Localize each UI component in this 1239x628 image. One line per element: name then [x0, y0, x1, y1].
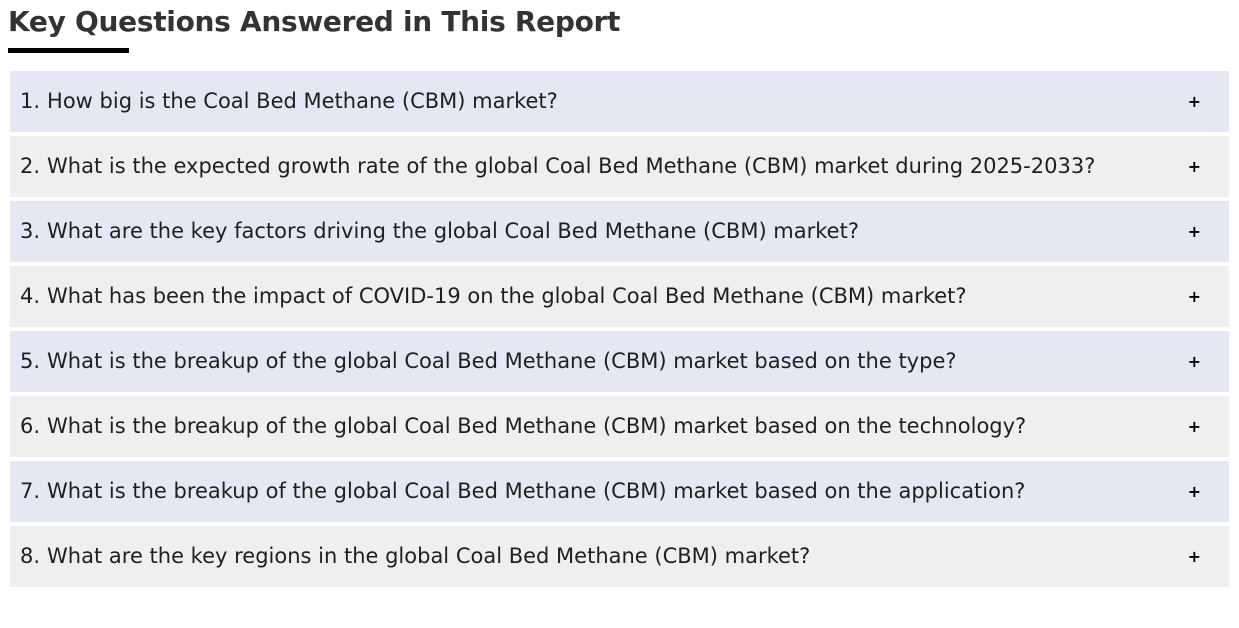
- question-row[interactable]: 3. What are the key factors driving the g…: [10, 201, 1229, 262]
- question-number: 6.: [20, 414, 41, 438]
- question-text: What is the breakup of the global Coal B…: [47, 414, 1027, 438]
- questions-list: 1. How big is the Coal Bed Methane (CBM) …: [10, 71, 1229, 587]
- question-row[interactable]: 8. What are the key regions in the global…: [10, 526, 1229, 587]
- question-row[interactable]: 7. What is the breakup of the global Coal…: [10, 461, 1229, 522]
- question-number: 5.: [20, 349, 41, 373]
- question-row[interactable]: 6. What is the breakup of the global Coal…: [10, 396, 1229, 457]
- question-row[interactable]: 4. What has been the impact of COVID-19 o…: [10, 266, 1229, 327]
- expand-plus-icon[interactable]: +: [1187, 91, 1201, 111]
- expand-plus-icon[interactable]: +: [1187, 286, 1201, 306]
- question-text: How big is the Coal Bed Methane (CBM) ma…: [47, 89, 558, 113]
- question-number: 8.: [20, 544, 41, 568]
- question-row[interactable]: 5. What is the breakup of the global Coal…: [10, 331, 1229, 392]
- question-row[interactable]: 1. How big is the Coal Bed Methane (CBM) …: [10, 71, 1229, 132]
- key-questions-section: Key Questions Answered in This Report 1.…: [8, 5, 1229, 587]
- question-text: What are the key regions in the global C…: [47, 544, 811, 568]
- expand-plus-icon[interactable]: +: [1187, 221, 1201, 241]
- question-text: What is the breakup of the global Coal B…: [47, 349, 957, 373]
- question-text: What has been the impact of COVID-19 on …: [47, 284, 967, 308]
- question-number: 2.: [20, 154, 41, 178]
- heading-underline: [8, 48, 129, 53]
- question-number: 7.: [20, 479, 41, 503]
- expand-plus-icon[interactable]: +: [1187, 481, 1201, 501]
- question-number: 1.: [20, 89, 41, 113]
- expand-plus-icon[interactable]: +: [1187, 351, 1201, 371]
- question-row[interactable]: 2. What is the expected growth rate of th…: [10, 136, 1229, 197]
- page-title: Key Questions Answered in This Report: [8, 5, 621, 38]
- question-number: 3.: [20, 219, 41, 243]
- expand-plus-icon[interactable]: +: [1187, 416, 1201, 436]
- question-text: What is the breakup of the global Coal B…: [47, 479, 1026, 503]
- expand-plus-icon[interactable]: +: [1187, 156, 1201, 176]
- question-text: What are the key factors driving the glo…: [47, 219, 859, 243]
- expand-plus-icon[interactable]: +: [1187, 546, 1201, 566]
- question-number: 4.: [20, 284, 41, 308]
- question-text: What is the expected growth rate of the …: [47, 154, 1096, 178]
